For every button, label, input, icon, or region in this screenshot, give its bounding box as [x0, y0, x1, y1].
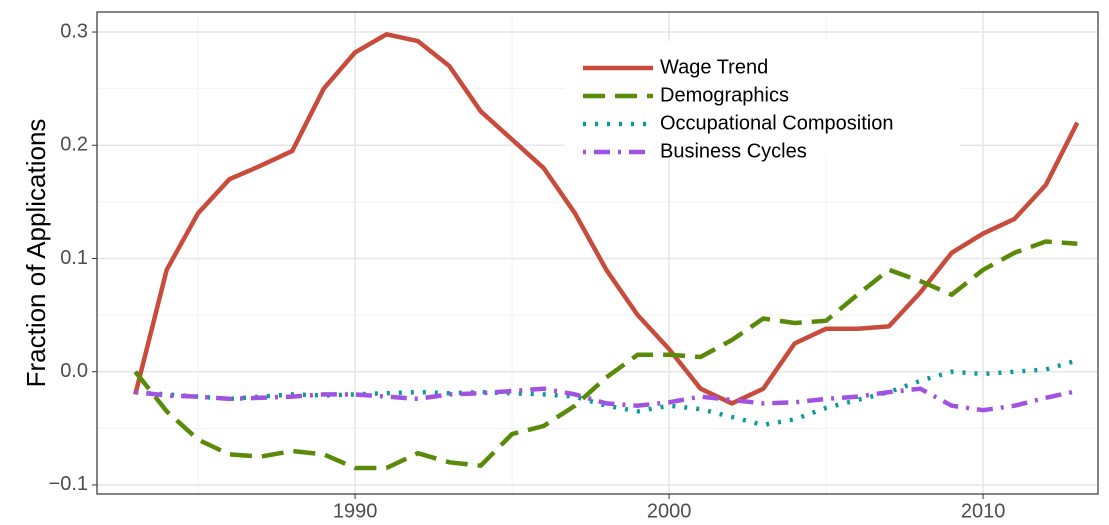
legend-label: Occupational Composition	[660, 112, 893, 134]
plot-border	[96, 11, 1099, 495]
legend-label: Demographics	[660, 84, 789, 106]
legend-label: Business Cycles	[660, 140, 807, 162]
y-tick-label: 0.0	[60, 360, 88, 382]
y-axis-title: Fraction of Applications	[21, 119, 51, 388]
y-tick-label: 0.2	[60, 134, 88, 156]
x-tick-label: 1990	[333, 500, 378, 522]
x-tick-label: 2000	[647, 500, 692, 522]
legend-label: Wage Trend	[660, 56, 768, 78]
y-tick-label: 0.3	[60, 20, 88, 42]
series-line	[133, 239, 1078, 471]
y-tick-label: −0.1	[49, 473, 88, 495]
series-line	[133, 32, 1080, 406]
x-tick-label: 2010	[961, 500, 1006, 522]
series-line	[135, 386, 1078, 413]
y-tick-label: 0.1	[60, 247, 88, 269]
